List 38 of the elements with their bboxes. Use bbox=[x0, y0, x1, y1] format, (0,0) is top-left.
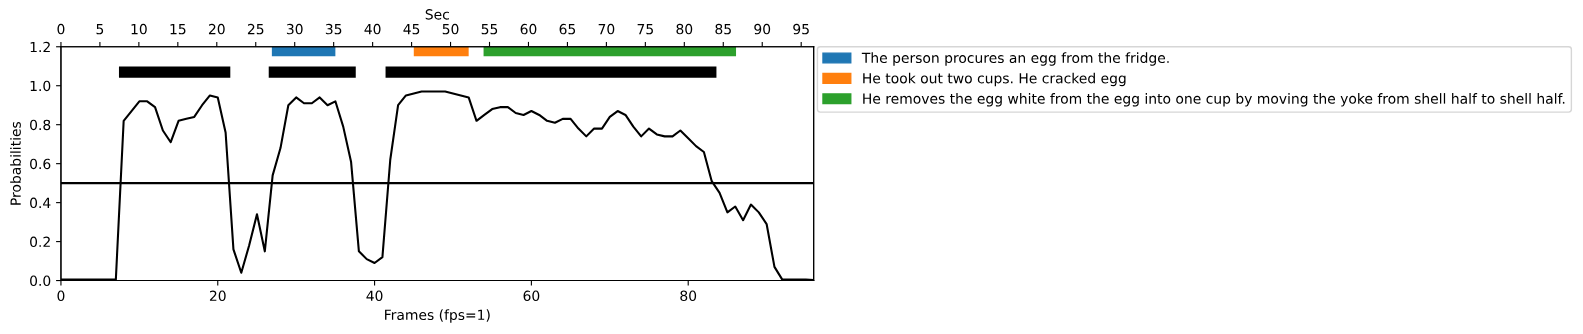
x2-tick-label: 40 bbox=[364, 23, 381, 35]
x2-tick-label: 65 bbox=[559, 23, 576, 35]
x2-axis-title: Sec bbox=[425, 9, 449, 20]
y-tick-label: 1.2 bbox=[30, 41, 50, 53]
x2-tick-label: 30 bbox=[286, 23, 303, 35]
x-tick-label: 40 bbox=[366, 290, 383, 302]
y-axis-title: Probabilities bbox=[10, 121, 21, 205]
x2-tick-label: 90 bbox=[754, 23, 771, 35]
y-tick-label: 1.0 bbox=[30, 80, 51, 92]
x2-tick-label: 5 bbox=[96, 24, 104, 35]
x2-tick-label: 70 bbox=[598, 23, 615, 35]
legend-label: He took out two cups. He cracked egg bbox=[863, 72, 1126, 87]
y-tick-label: 0.0 bbox=[30, 275, 51, 287]
x2-tick-label: 55 bbox=[481, 24, 498, 35]
x2-tick-label: 15 bbox=[170, 24, 186, 35]
x2-tick-label: 25 bbox=[247, 23, 264, 35]
x2-tick-label: 20 bbox=[208, 23, 225, 35]
x2-tick-label: 80 bbox=[676, 23, 693, 35]
x2-tick-label: 45 bbox=[403, 24, 420, 35]
x-tick-label: 0 bbox=[57, 290, 65, 302]
x2-tick-label: 95 bbox=[793, 23, 809, 35]
legend-label: The person procures an egg from the fridge. bbox=[861, 52, 1169, 66]
x2-tick-label: 85 bbox=[715, 23, 731, 35]
y-tick-label: 0.8 bbox=[30, 119, 51, 131]
y-tick-label: 0.6 bbox=[30, 158, 51, 170]
x-axis-title: Frames (fps=1) bbox=[385, 309, 490, 323]
x2-tick-label: 50 bbox=[442, 23, 459, 35]
x-tick-label: 20 bbox=[209, 290, 226, 302]
x-tick-label: 80 bbox=[680, 290, 697, 302]
y-tick-label: 0.2 bbox=[30, 236, 50, 248]
x2-tick-label: 10 bbox=[131, 23, 147, 35]
legend-label: He removes the egg white from the egg into one cup by moving the yoke from shell half to shell half. bbox=[863, 93, 1565, 107]
x2-tick-label: 35 bbox=[325, 23, 342, 35]
x-tick-label: 60 bbox=[523, 290, 540, 302]
x2-tick-label: 60 bbox=[520, 23, 537, 35]
y-tick-label: 0.4 bbox=[30, 197, 51, 209]
x2-tick-label: 0 bbox=[57, 23, 65, 35]
x2-tick-label: 75 bbox=[637, 24, 653, 35]
